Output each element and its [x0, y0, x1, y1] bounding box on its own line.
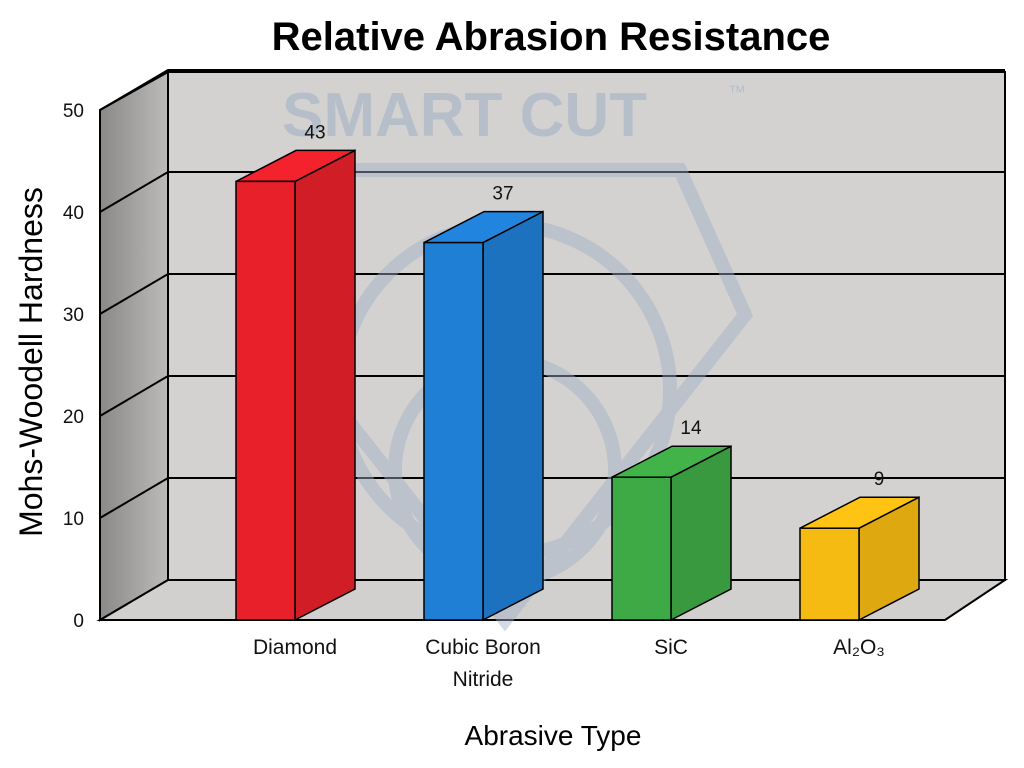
gridline [99, 375, 1005, 417]
y-axis-label: Mohs-Woodell Hardness [13, 187, 49, 537]
y-tick-label: 0 [73, 611, 84, 632]
y-tick-label: 50 [63, 101, 84, 122]
y-tick-label: 40 [63, 203, 84, 224]
gridline [99, 69, 1005, 111]
gridline [99, 273, 1005, 315]
bars: 43 37 14 9 [235, 122, 920, 622]
chart-side-wall [99, 70, 169, 622]
bar-side [482, 210, 544, 622]
x-axis-label: Abrasive Type [465, 720, 642, 751]
tick-and-category-labels: 0 10 20 30 40 50 Diamond Cubic Boron Nitride SiC A… [63, 101, 885, 691]
gridline [99, 171, 1005, 213]
data-label: 14 [680, 418, 702, 439]
y-tick-label: 10 [63, 509, 84, 530]
chart-title: Relative Abrasion Resistance [272, 15, 831, 59]
y-tick-label: 20 [63, 407, 84, 428]
y-tick-label: 30 [63, 305, 84, 326]
x-category-label: Diamond [253, 636, 337, 659]
bar [235, 180, 296, 621]
data-label: 37 [492, 184, 513, 205]
data-label: 9 [874, 469, 885, 490]
bar [611, 476, 672, 621]
x-category-label: Al₂O₃ [833, 636, 885, 659]
bar-side [294, 149, 356, 622]
x-category-label: SiC [654, 636, 688, 659]
gridlines [99, 69, 1005, 519]
x-category-label: Cubic Boron [425, 636, 541, 659]
x-category-label-line2: Nitride [453, 668, 514, 691]
data-label: 43 [304, 122, 325, 143]
bar [423, 241, 484, 621]
watermark-trademark: ™ [728, 82, 746, 102]
watermark-text: SMART CUT [282, 81, 647, 150]
bar [799, 527, 860, 621]
